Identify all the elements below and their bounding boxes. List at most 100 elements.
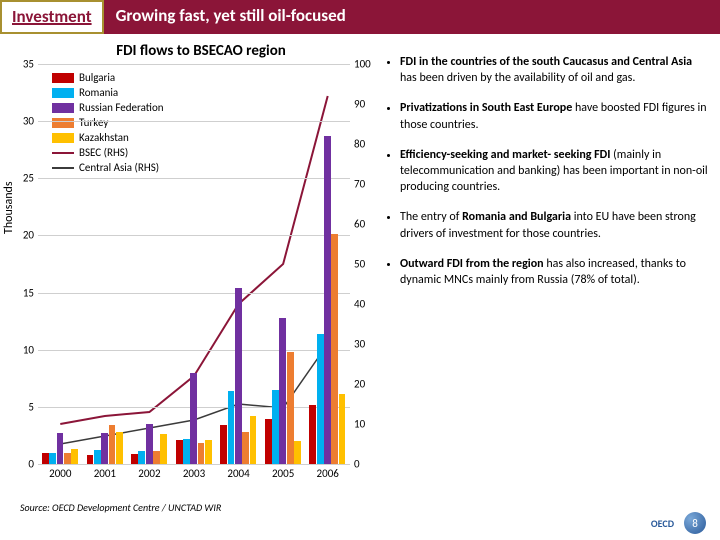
source-text: OECD Development Centre / UNCTAD WIR [52, 501, 221, 514]
bar-bulgaria [309, 405, 316, 464]
ytick-left: 25 [16, 172, 34, 185]
legend-label: BSEC (RHS) [79, 145, 128, 160]
bar-bulgaria [42, 453, 49, 464]
bar-romania [317, 334, 324, 464]
legend-item: BSEC (RHS) [52, 145, 164, 160]
bar-russian-federation [324, 136, 331, 464]
legend-item: Romania [52, 85, 164, 100]
legend-item: Russian Federation [52, 100, 164, 115]
bar-turkey [198, 443, 205, 464]
bar-romania [272, 390, 279, 464]
legend-swatch [52, 133, 74, 143]
xlabel: 2003 [183, 467, 205, 480]
bar-turkey [287, 352, 294, 464]
xlabel: 2006 [317, 467, 339, 480]
ytick-right: 10 [354, 418, 376, 431]
gridline [38, 64, 350, 65]
bullet-item: Privatizations in South East Europe have… [400, 100, 708, 132]
bar-turkey [242, 432, 249, 464]
xlabel: 2000 [49, 467, 71, 480]
ytick-left: 15 [16, 286, 34, 299]
legend-line-swatch [52, 167, 74, 169]
ytick-right: 90 [354, 98, 376, 111]
gridline [38, 350, 350, 351]
legend-line-swatch [52, 152, 74, 154]
ytick-right: 0 [354, 458, 376, 471]
oecd-logo: OECD [651, 517, 674, 530]
legend-swatch [52, 88, 74, 98]
legend-item: Central Asia (RHS) [52, 160, 164, 175]
legend-label: Turkey [79, 115, 108, 130]
content-row: FDI flows to BSECAO region Thousands Bul… [0, 34, 720, 490]
header-investment-box: Investment [0, 0, 104, 34]
chart-area: FDI flows to BSECAO region Thousands Bul… [0, 34, 380, 490]
bar-turkey [64, 453, 71, 464]
chart-ylabel: Thousands [2, 181, 16, 234]
header-title: Growing fast, yet still oil-focused [104, 0, 720, 34]
source-label: Source [20, 501, 47, 514]
bullet-item: Efficiency-seeking and market- seeking F… [400, 147, 708, 196]
bar-romania [138, 451, 145, 464]
ytick-right: 30 [354, 338, 376, 351]
legend-item: Turkey [52, 115, 164, 130]
ytick-left: 10 [16, 343, 34, 356]
legend-swatch [52, 118, 74, 128]
bar-kazakhstan [339, 394, 346, 464]
bar-kazakhstan [205, 440, 212, 464]
ytick-left: 20 [16, 229, 34, 242]
bar-russian-federation [190, 373, 197, 464]
bar-turkey [109, 425, 116, 464]
bar-russian-federation [101, 433, 108, 464]
bar-romania [94, 450, 101, 464]
bar-bulgaria [131, 454, 138, 464]
bar-bulgaria [87, 455, 94, 464]
ytick-right: 50 [354, 258, 376, 271]
ytick-left: 30 [16, 115, 34, 128]
ytick-right: 60 [354, 218, 376, 231]
chart-plot: BulgariaRomaniaRussian FederationTurkeyK… [38, 64, 350, 464]
xlabel: 2001 [94, 467, 116, 480]
bar-russian-federation [279, 318, 286, 464]
gridline [38, 121, 350, 122]
gridline [38, 235, 350, 236]
bar-russian-federation [146, 424, 153, 464]
bar-bulgaria [220, 425, 227, 464]
legend-swatch [52, 103, 74, 113]
chart-legend: BulgariaRomaniaRussian FederationTurkeyK… [50, 68, 166, 177]
bullet-list: FDI in the countries of the south Caucas… [380, 34, 718, 490]
page-number: 8 [684, 512, 706, 534]
ytick-right: 80 [354, 138, 376, 151]
legend-label: Bulgaria [79, 70, 115, 85]
ytick-right: 40 [354, 298, 376, 311]
slide-header: Investment Growing fast, yet still oil-f… [0, 0, 720, 34]
legend-label: Central Asia (RHS) [79, 160, 159, 175]
ytick-left: 35 [16, 58, 34, 71]
bullet-item: The entry of Romania and Bulgaria into E… [400, 209, 708, 241]
bar-kazakhstan [71, 449, 78, 464]
bar-turkey [153, 451, 160, 464]
legend-label: Romania [79, 85, 118, 100]
gridline [38, 178, 350, 179]
bullet-item: FDI in the countries of the south Caucas… [400, 54, 708, 86]
bar-russian-federation [235, 288, 242, 464]
gridline [38, 293, 350, 294]
xlabel: 2005 [272, 467, 294, 480]
ytick-right: 100 [354, 58, 376, 71]
gridline [38, 464, 350, 465]
legend-label: Kazakhstan [79, 130, 129, 145]
ytick-right: 70 [354, 178, 376, 191]
bullet-item: Outward FDI from the region has also inc… [400, 256, 708, 288]
bar-russian-federation [57, 433, 64, 464]
bar-kazakhstan [294, 441, 301, 464]
bar-kazakhstan [116, 432, 123, 464]
legend-label: Russian Federation [79, 100, 164, 115]
ytick-left: 0 [16, 458, 34, 471]
legend-item: Kazakhstan [52, 130, 164, 145]
footer: OECD 8 [651, 512, 706, 534]
bar-kazakhstan [160, 434, 167, 464]
bar-bulgaria [176, 440, 183, 464]
ytick-right: 20 [354, 378, 376, 391]
bar-kazakhstan [250, 416, 257, 464]
bar-romania [49, 453, 56, 464]
bar-romania [183, 439, 190, 464]
